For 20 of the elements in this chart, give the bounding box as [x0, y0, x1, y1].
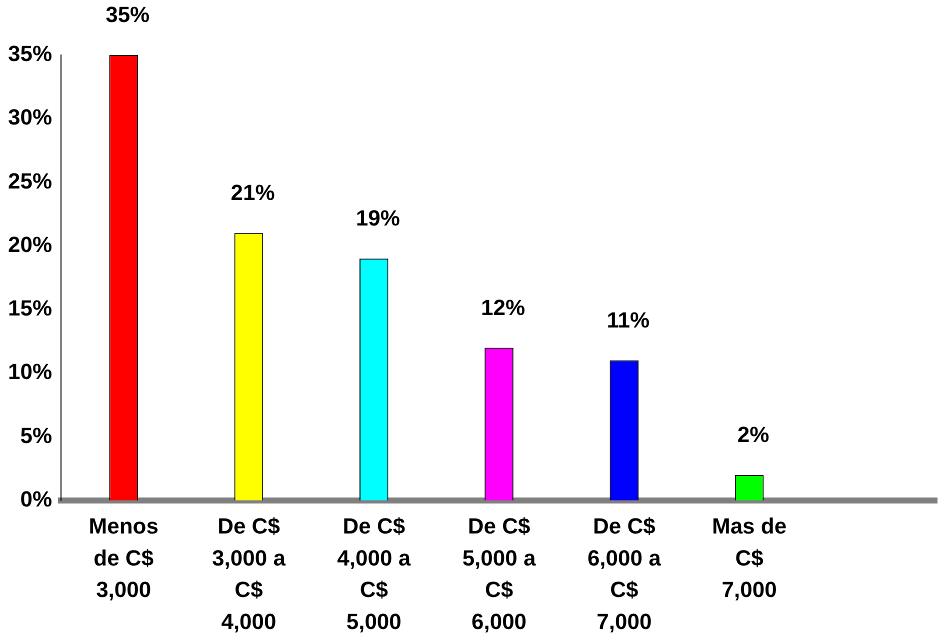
y-tick-label: 5%: [20, 422, 52, 448]
y-tick-label: 15%: [8, 296, 52, 321]
data-label: 2%: [737, 422, 770, 448]
x-tick-label: Mas de C$ 7,000: [712, 513, 787, 602]
y-tick-label: 20%: [8, 232, 52, 257]
x-tick-label: Menos de C$ 3,000: [88, 513, 158, 602]
y-tick-label: 35%: [8, 41, 52, 66]
data-label: 12%: [480, 294, 526, 320]
x-tick-label: De C$ 3,000 a C$ 4,000: [212, 513, 286, 634]
y-tick-label: 30%: [8, 104, 52, 130]
x-tick-label: De C$ 4,000 a C$ 5,000: [337, 513, 412, 634]
y-tick-label: 25%: [8, 168, 52, 194]
y-tick-label: 10%: [8, 359, 52, 384]
data-label: 11%: [606, 307, 650, 332]
x-tick-label: De C$ 6,000 a C$ 7,000: [587, 513, 662, 634]
data-label: 19%: [356, 206, 400, 231]
y-tick-label: 0%: [20, 486, 52, 512]
x-tick-label: De C$ 5,000 a C$ 6,000: [462, 513, 536, 634]
data-label: 35%: [106, 2, 150, 28]
data-label: 21%: [230, 180, 275, 206]
